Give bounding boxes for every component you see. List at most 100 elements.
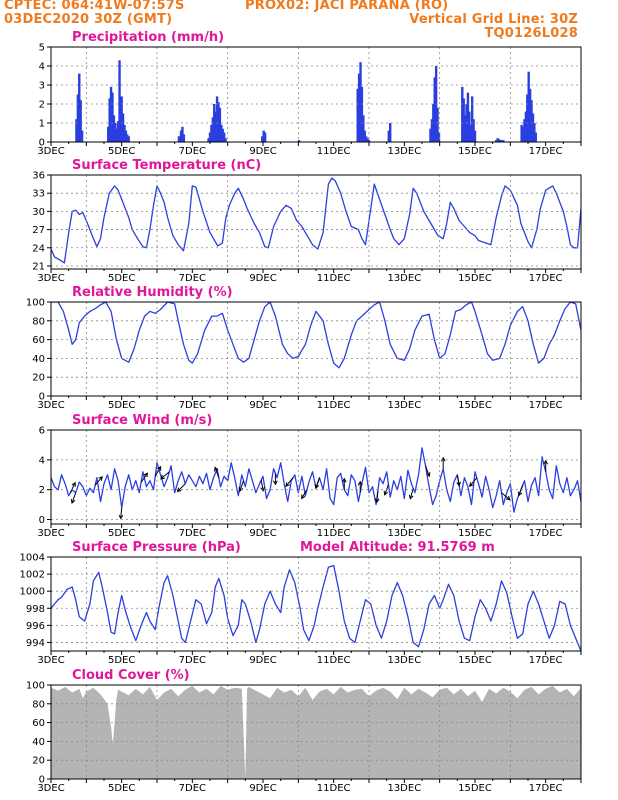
panel-title: Relative Humidity (%) — [72, 285, 233, 300]
wind-arrow-shaft — [94, 476, 103, 486]
y-tick-label: 20 — [32, 756, 45, 767]
precip-bar — [468, 111, 471, 142]
panel-5: 994 996 998 1000 1002 1004 3DEC 5DEC 7DEC 9DEC 11D… — [20, 540, 582, 666]
y-tick-label: 1004 — [20, 553, 45, 564]
precip-bar — [472, 119, 475, 142]
grid-lines — [51, 302, 582, 396]
precip-bar — [215, 96, 219, 142]
x-tick-label: 5DEC — [108, 655, 135, 666]
series-line — [51, 302, 581, 369]
series-group — [75, 60, 537, 142]
x-tick-label: 11DEC — [317, 783, 351, 794]
precip-bar — [364, 136, 368, 142]
precip-bar — [433, 77, 436, 142]
y-tick-label: 3 — [39, 81, 45, 92]
precip-bar — [217, 102, 220, 142]
wind-arrow — [517, 485, 524, 497]
precip-bar — [76, 94, 80, 142]
wind-arrow-shaft — [376, 491, 379, 503]
y-tick-label: 20 — [32, 373, 45, 384]
wind-arrow-head — [517, 491, 523, 497]
x-tick-label: 15DEC — [458, 273, 492, 284]
precip-bar — [182, 134, 186, 142]
y-tick-label: 2 — [39, 100, 45, 111]
wind-arrow — [94, 476, 103, 486]
wind-arrow-shaft — [154, 466, 162, 477]
wind-arrow — [118, 507, 124, 520]
y-tick-label: 80 — [32, 316, 45, 327]
precip-bar — [429, 128, 432, 142]
x-tick-label: 3DEC — [37, 783, 64, 794]
panel-annotation: Model Altitude: 91.5769 m — [300, 540, 495, 555]
wind-arrow — [214, 466, 220, 478]
wind-arrow-head — [374, 498, 380, 504]
series-group — [51, 685, 581, 779]
y-tick-label: 0 — [39, 775, 45, 786]
series-line — [51, 447, 581, 513]
x-tick-label: 15DEC — [458, 146, 492, 157]
precip-bar — [79, 100, 82, 142]
precip-bar — [111, 92, 114, 142]
wind-arrow-head — [70, 498, 76, 504]
precip-bar — [360, 86, 364, 142]
series-group — [51, 177, 581, 264]
precip-bar — [469, 124, 472, 142]
wind-arrow — [70, 492, 77, 504]
precip-bar — [224, 138, 227, 142]
precip-bar — [222, 132, 226, 142]
panel-title: Precipitation (mm/h) — [72, 30, 224, 45]
wind-arrow — [140, 472, 148, 483]
x-tick-label: 7DEC — [179, 655, 206, 666]
wind-arrow-head — [341, 477, 347, 483]
series-group — [51, 447, 581, 513]
precip-bar — [430, 119, 434, 142]
x-tick-label: 17DEC — [529, 273, 563, 284]
wind-arrow-head — [301, 494, 306, 500]
precip-bar — [363, 130, 366, 142]
precip-bar — [533, 123, 536, 142]
wind-arrow-shaft — [140, 472, 148, 483]
wind-arrow-head — [314, 484, 320, 490]
y-tick-label: 30 — [32, 207, 45, 218]
x-tick-label: 9DEC — [249, 528, 276, 539]
x-tick-label: 11DEC — [317, 400, 351, 411]
panel-6: 0 20 40 60 80 100 3DEC 5DEC 7DEC 9DEC 11DEC 13DEC 15… — [26, 668, 582, 794]
panel-frame — [50, 46, 582, 143]
y-tick-label: 40 — [32, 354, 45, 365]
x-tick-label: 5DEC — [108, 783, 135, 794]
y-tick-label: 2 — [39, 485, 45, 496]
precip-bar — [220, 124, 223, 142]
x-tick-label: 9DEC — [249, 273, 276, 284]
x-tick-label: 9DEC — [249, 783, 276, 794]
x-tick-label: 13DEC — [387, 400, 421, 411]
series-line — [51, 564, 581, 651]
header-station: PROX02: JACI PARANA (RO) — [245, 0, 449, 13]
wind-arrow — [176, 483, 186, 493]
precip-bar — [432, 104, 435, 142]
wind-arrow-head — [176, 487, 182, 493]
precip-bar — [500, 140, 504, 142]
x-tick-label: 7DEC — [179, 528, 206, 539]
precip-bar — [436, 107, 439, 142]
precip-bar — [177, 136, 181, 142]
wind-arrow — [456, 474, 461, 487]
x-tick-label: 17DEC — [529, 528, 563, 539]
precip-bar — [115, 128, 118, 142]
panel-frame — [50, 301, 582, 397]
precip-bar — [527, 71, 530, 142]
x-tick-label: 13DEC — [387, 783, 421, 794]
wind-arrow-head — [285, 482, 290, 488]
y-tick-label: 1000 — [20, 587, 45, 598]
x-tick-label: 7DEC — [179, 783, 206, 794]
wind-arrow-head — [469, 482, 474, 488]
grid-lines — [51, 175, 582, 269]
precip-bar — [262, 130, 265, 142]
precip-bar — [213, 104, 216, 142]
x-tick-label: 17DEC — [529, 146, 563, 157]
panel-title: Surface Pressure (hPa) — [72, 540, 241, 555]
x-tick-label: 11DEC — [317, 273, 351, 284]
precip-bar — [181, 126, 184, 142]
grid-lines — [51, 47, 582, 142]
panel-3: 0 20 40 60 80 100 3DEC 5DEC 7DEC 9DEC 11DEC 13DEC 15… — [26, 285, 582, 411]
